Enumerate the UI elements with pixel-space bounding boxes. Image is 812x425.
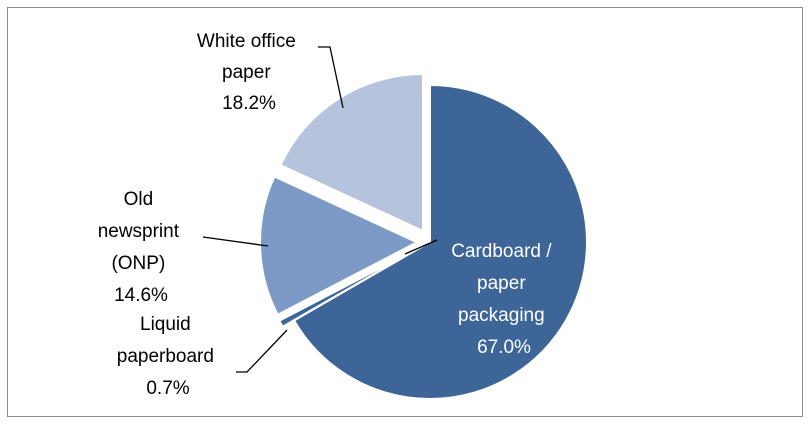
slice-label-cardboard: Cardboard / paper packaging 67.0%	[451, 241, 557, 358]
leader-line-liquid-paperboard	[236, 329, 288, 373]
leader-line-white-office	[318, 46, 344, 109]
pie-slices	[259, 73, 588, 400]
slice-label-old-newsprint: Old newsprint (ONP) 14.6%	[98, 189, 185, 306]
slice-liquid-paperboard	[277, 247, 420, 329]
slice-label-white-office: White office paper 18.2%	[197, 31, 301, 114]
slice-white-office	[279, 73, 424, 233]
leader-line-old-newsprint	[202, 236, 269, 247]
slice-old-newsprint	[259, 175, 420, 317]
slice-label-liquid-paperboard: Liquid paperboard 0.7%	[117, 314, 219, 399]
slice-cardboard	[292, 83, 588, 400]
leader-line-cardboard	[404, 239, 438, 255]
